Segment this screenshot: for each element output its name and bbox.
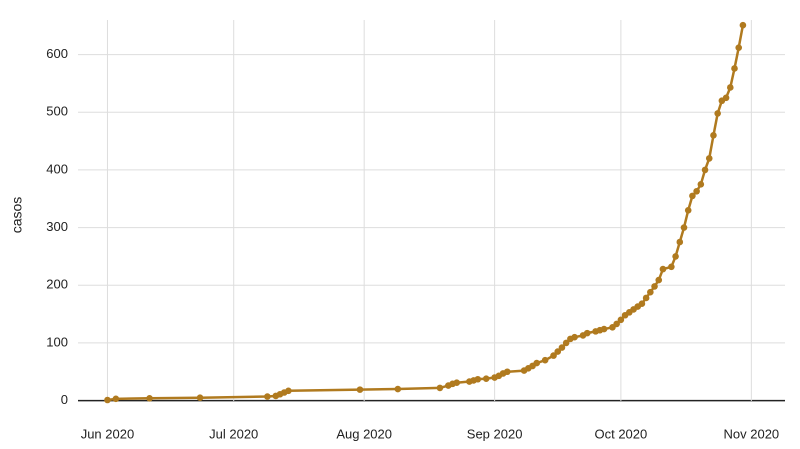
point: [285, 387, 292, 395]
point: [651, 283, 658, 290]
point: [689, 192, 696, 200]
point: [697, 181, 705, 188]
x-tick-label: Nov 2020: [724, 426, 780, 441]
point: [146, 394, 153, 402]
point: [655, 276, 663, 284]
point: [638, 300, 646, 308]
point: [705, 155, 713, 162]
point: [726, 84, 734, 91]
x-tick-label: Sep 2020: [467, 426, 523, 441]
point: [474, 375, 482, 383]
point: [676, 238, 684, 246]
point: [196, 394, 204, 402]
point: [112, 395, 120, 403]
y-axis-title: casos: [9, 197, 25, 234]
point: [436, 384, 444, 392]
y-tick-label: 0: [61, 392, 68, 407]
x-tick-label: Aug 2020: [336, 426, 392, 441]
point: [684, 206, 692, 214]
point: [710, 132, 717, 139]
point: [672, 253, 679, 260]
point: [503, 368, 511, 376]
point: [613, 320, 620, 328]
y-tick-label: 600: [46, 46, 68, 61]
point: [550, 352, 557, 359]
point: [533, 359, 541, 367]
point: [541, 356, 549, 364]
point: [701, 166, 709, 174]
y-tick-label: 500: [46, 104, 68, 119]
point: [583, 329, 591, 337]
point: [617, 316, 625, 324]
point: [571, 333, 578, 341]
point: [668, 263, 675, 271]
point: [659, 265, 667, 273]
y-tick-label: 300: [46, 219, 68, 234]
point: [554, 348, 562, 355]
point: [482, 375, 490, 382]
point: [600, 325, 608, 333]
y-tick-label: 200: [46, 277, 68, 292]
point: [739, 21, 747, 29]
point: [264, 393, 271, 400]
y-tick-label: 400: [46, 161, 68, 176]
point: [356, 386, 364, 393]
point: [714, 110, 721, 117]
point: [722, 94, 730, 102]
point: [394, 385, 402, 393]
x-tick-label: Jul 2020: [209, 426, 258, 441]
point: [680, 224, 688, 231]
point: [642, 294, 650, 302]
point: [558, 344, 566, 351]
x-tick-label: Oct 2020: [594, 426, 647, 441]
point: [104, 396, 111, 404]
line: [107, 24, 745, 402]
point: [693, 187, 700, 195]
point: [731, 65, 738, 72]
x-tick-label: Jun 2020: [81, 426, 135, 441]
point: [647, 288, 654, 296]
point: [735, 44, 743, 51]
y-tick-label: 100: [46, 334, 68, 349]
point: [562, 339, 570, 347]
point: [453, 379, 461, 387]
